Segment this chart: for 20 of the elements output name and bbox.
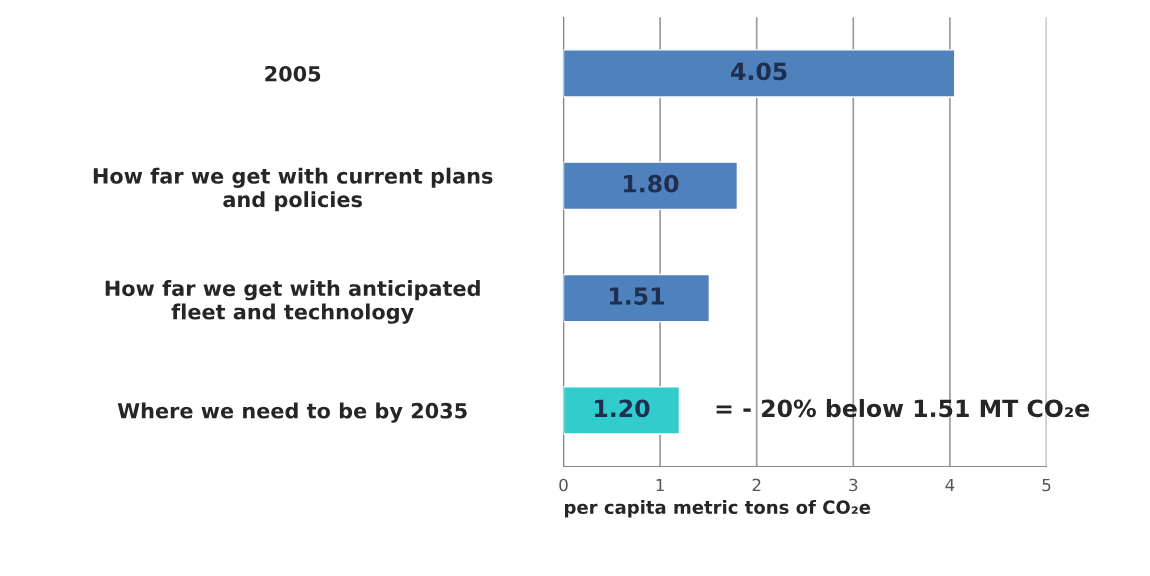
y-tick-label: How far we get with current plans and policies <box>93 167 493 212</box>
y-tick-label: How far we get with anticipated fleet and technology <box>105 280 480 324</box>
x-tick-label: 4 <box>945 478 955 492</box>
x-tick-label: 2 <box>752 478 761 492</box>
bar <box>563 49 956 98</box>
data-label: 1.20 <box>595 399 650 418</box>
annotation: = - 20% below 1.51 MT CO₂e <box>716 398 1090 418</box>
x-tick-label: 5 <box>1042 478 1051 492</box>
x-axis-title: per capita metric tons of CO₂e <box>565 500 871 518</box>
x-tick-label: 3 <box>849 478 858 492</box>
x-tick-label: 1 <box>656 478 664 492</box>
data-label: 1.51 <box>609 287 664 305</box>
bar <box>563 161 739 211</box>
bar <box>563 273 711 323</box>
y-tick-label: 2005 <box>265 65 321 82</box>
data-label: 4.05 <box>731 62 787 81</box>
data-label: 1.80 <box>623 174 679 193</box>
x-tick-label: 0 <box>559 478 568 492</box>
bar <box>563 386 681 435</box>
y-tick-label: Where we need to be by 2035 <box>117 402 467 423</box>
